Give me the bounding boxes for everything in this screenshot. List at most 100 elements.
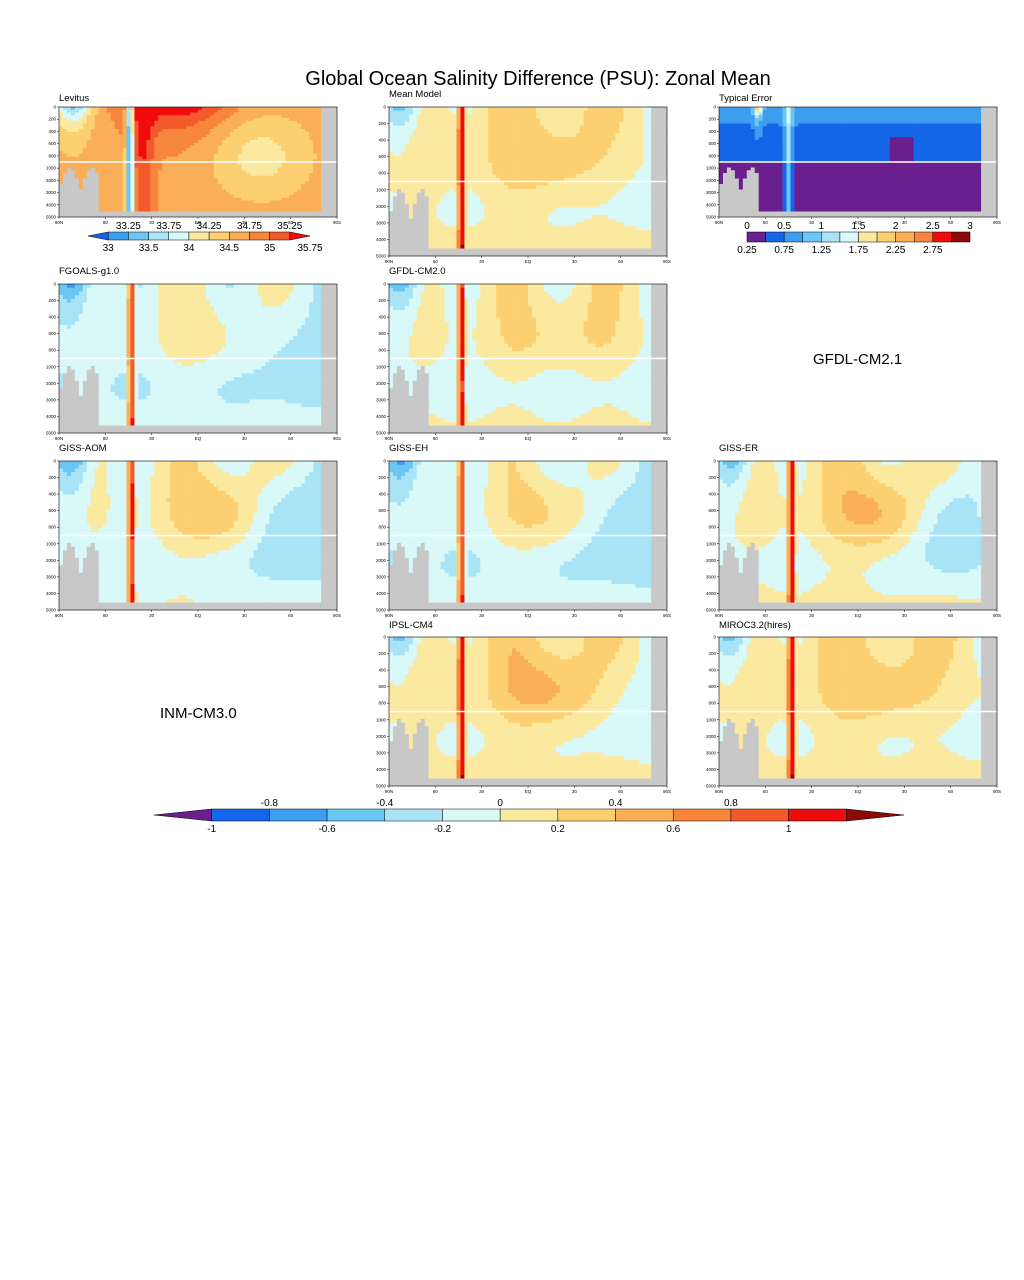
- cell: [95, 190, 99, 193]
- cell: [95, 140, 99, 143]
- cell: [103, 184, 107, 187]
- cell: [111, 173, 115, 176]
- cell: [59, 129, 63, 132]
- cell: [71, 181, 75, 184]
- cell: [63, 187, 67, 190]
- cell: [107, 140, 111, 143]
- cell: [63, 137, 67, 140]
- cell: [127, 187, 131, 190]
- cell: [130, 148, 134, 151]
- cell: [123, 140, 127, 143]
- cell: [99, 198, 103, 201]
- cell: [99, 113, 103, 116]
- cell: [79, 192, 83, 195]
- cell: [75, 126, 79, 129]
- cell: [87, 181, 91, 184]
- cell: [119, 157, 123, 160]
- cell: [99, 209, 103, 212]
- cell: [103, 107, 107, 110]
- cell: [63, 198, 67, 201]
- cell: [99, 137, 103, 140]
- cell: [87, 118, 91, 121]
- cell: [91, 140, 95, 143]
- cell: [123, 148, 127, 151]
- cell: [59, 146, 63, 149]
- cell: [130, 140, 134, 143]
- cell: [79, 165, 83, 168]
- cell: [107, 137, 111, 140]
- cell: [119, 148, 123, 151]
- cell: [115, 113, 119, 116]
- cell: [83, 209, 87, 212]
- cell: [75, 154, 79, 157]
- cell: [119, 212, 123, 215]
- cell: [83, 181, 87, 184]
- cell: [91, 137, 95, 140]
- cell: [83, 176, 87, 179]
- cell: [71, 110, 75, 113]
- cell: [67, 146, 71, 149]
- cell: [103, 135, 107, 138]
- cell: [75, 201, 79, 204]
- cell: [71, 184, 75, 187]
- cell: [123, 195, 127, 198]
- cell: [83, 146, 87, 149]
- cell: [75, 173, 79, 176]
- cell: [63, 203, 67, 206]
- cell: [107, 115, 111, 118]
- cell: [127, 206, 131, 209]
- cell: [127, 157, 131, 160]
- panel-levitus: 02004006008001000200030004000500090N 60 30…: [46, 105, 341, 226]
- cell: [63, 151, 67, 154]
- cell: [83, 195, 87, 198]
- cell: [63, 157, 67, 160]
- cell: [103, 132, 107, 135]
- cell: [99, 126, 103, 129]
- cell: [71, 168, 75, 171]
- cell: [63, 121, 67, 124]
- cell: [87, 165, 91, 168]
- cell: [115, 206, 119, 209]
- cell: [95, 206, 99, 209]
- cell: [63, 146, 67, 149]
- cell: [95, 135, 99, 138]
- cell: [87, 184, 91, 187]
- cell: [79, 176, 83, 179]
- cell: [103, 154, 107, 157]
- cell: [123, 126, 127, 129]
- cell: [99, 157, 103, 160]
- cell: [71, 135, 75, 138]
- cell: [115, 154, 119, 157]
- cell: [63, 148, 67, 151]
- cell: [99, 140, 103, 143]
- cell: [107, 146, 111, 149]
- cell: [115, 132, 119, 135]
- cell: [67, 110, 71, 113]
- cell: [115, 115, 119, 118]
- cell: [59, 168, 63, 171]
- cell: [83, 206, 87, 209]
- cell: [127, 192, 131, 195]
- cell: [130, 173, 134, 176]
- cell: [63, 179, 67, 182]
- cell: [79, 124, 83, 127]
- cell: [87, 151, 91, 154]
- cell: [67, 151, 71, 154]
- cell: [95, 181, 99, 184]
- cell: [95, 154, 99, 157]
- cell: [111, 198, 115, 201]
- cell: [123, 143, 127, 146]
- cell: [130, 198, 134, 201]
- cell: [115, 181, 119, 184]
- cell: [115, 173, 119, 176]
- cell: [91, 198, 95, 201]
- cell: [130, 192, 134, 195]
- cell: [115, 165, 119, 168]
- cell: [119, 184, 123, 187]
- cell: [91, 132, 95, 135]
- cell: [130, 181, 134, 184]
- cell: [91, 181, 95, 184]
- cell: [99, 212, 103, 215]
- cell: [130, 137, 134, 140]
- cell: [123, 107, 127, 110]
